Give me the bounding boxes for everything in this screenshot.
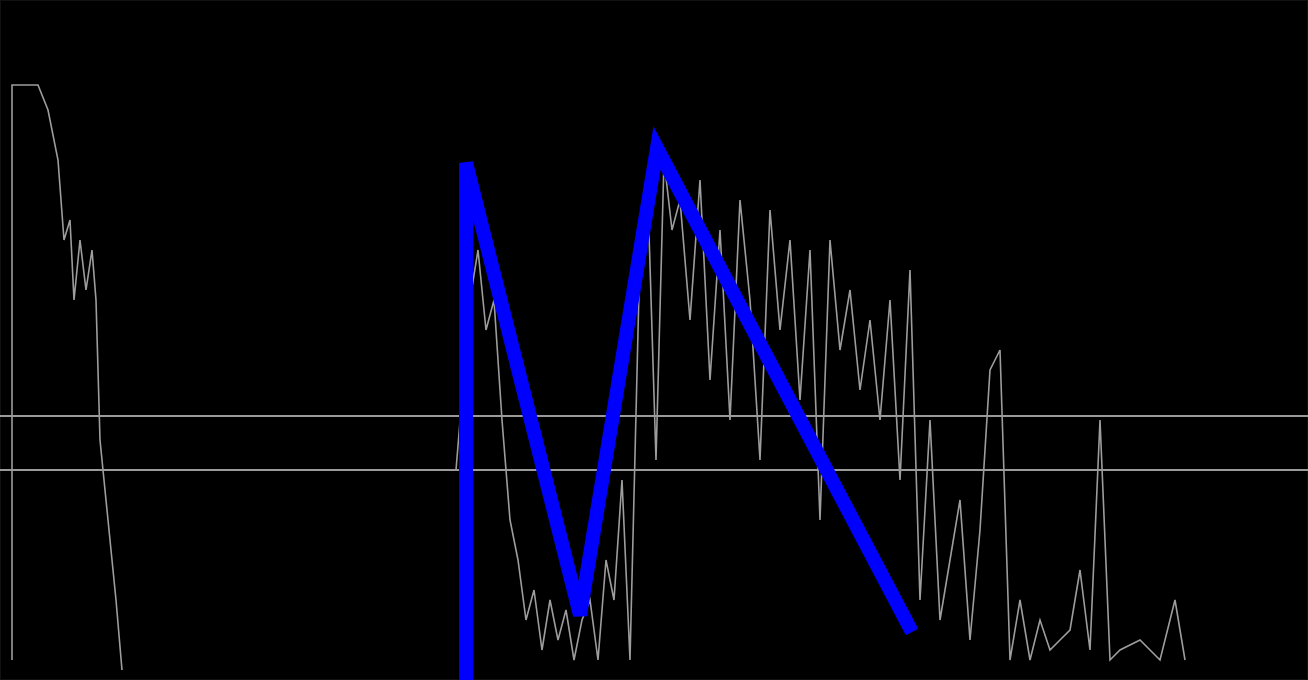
annotation-polyline xyxy=(466,148,912,680)
chart xyxy=(0,0,1308,680)
plot-area xyxy=(0,85,1308,680)
plot-frame xyxy=(1,1,1308,680)
reference-line xyxy=(0,415,1308,417)
background xyxy=(0,0,1308,680)
signal-trace xyxy=(12,85,1185,670)
reference-line xyxy=(0,469,1308,471)
